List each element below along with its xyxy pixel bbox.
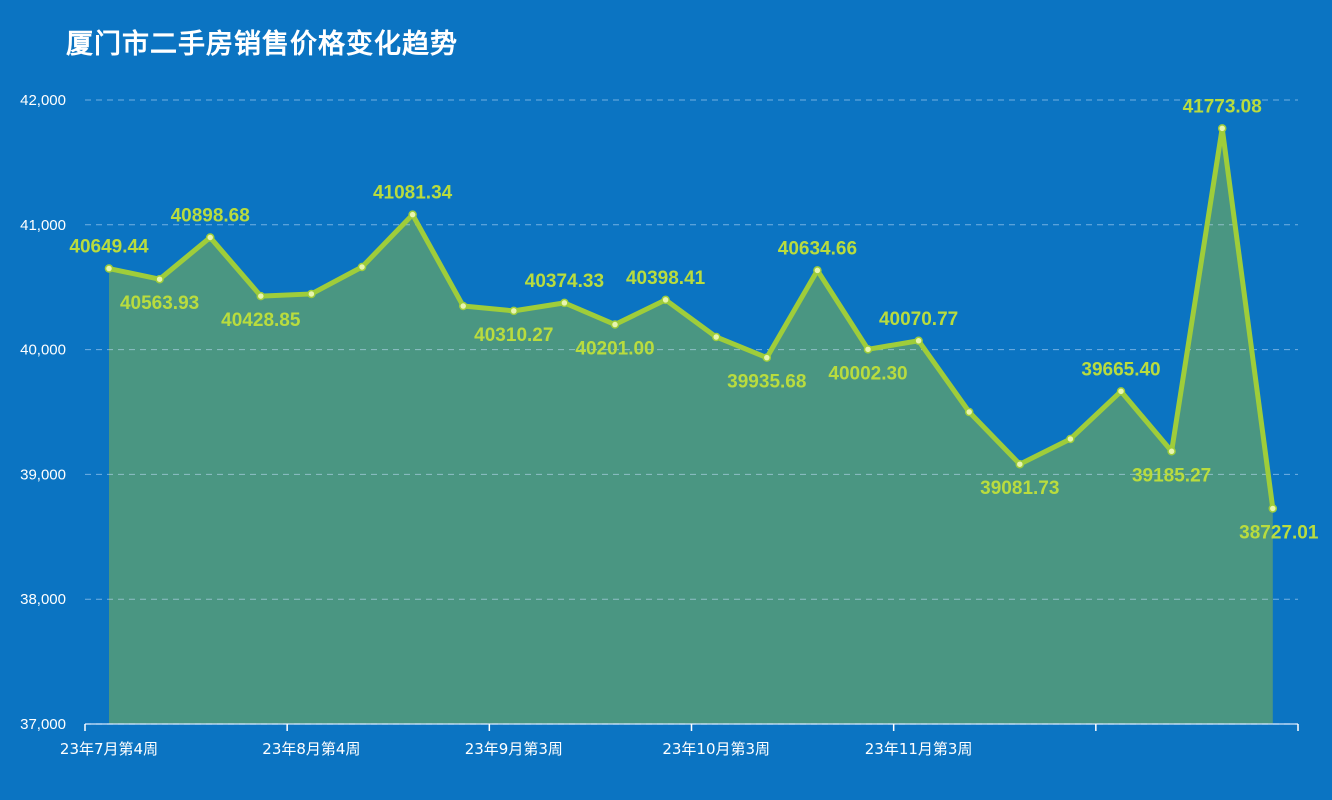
- y-tick-label: 38,000: [20, 591, 66, 608]
- y-tick-label: 37,000: [20, 716, 66, 733]
- data-point: [307, 289, 316, 299]
- data-point: [964, 407, 974, 417]
- data-label: 40002.30: [828, 363, 907, 384]
- data-label: 39185.27: [1132, 465, 1211, 486]
- data-point: [914, 336, 923, 346]
- x-tick-label: 23年9月第3周: [465, 740, 563, 758]
- data-point: [560, 298, 569, 308]
- area-fill: [109, 128, 1273, 725]
- data-label: 38727.01: [1239, 522, 1319, 543]
- data-label: 41081.34: [373, 183, 453, 204]
- data-label: 40898.68: [171, 205, 250, 226]
- data-label: 40070.77: [879, 309, 958, 330]
- y-tick-label: 40,000: [20, 342, 66, 359]
- data-label: 40634.66: [778, 238, 857, 259]
- data-point: [155, 274, 164, 284]
- data-label: 39081.73: [980, 478, 1059, 499]
- data-point: [509, 306, 519, 316]
- data-label: 40201.00: [575, 339, 654, 360]
- data-point: [1268, 504, 1278, 513]
- y-tick-label: 42,000: [20, 92, 66, 109]
- data-point: [104, 264, 114, 273]
- data-point: [1167, 447, 1176, 456]
- data-label: 39935.68: [727, 372, 806, 393]
- data-point: [1116, 387, 1126, 396]
- data-point: [408, 210, 417, 219]
- y-tick-label: 39,000: [20, 466, 66, 483]
- data-label: 39665.40: [1081, 359, 1160, 380]
- x-tick-label: 23年7月第4周: [60, 740, 158, 758]
- y-tick-label: 41,000: [20, 217, 66, 234]
- data-point: [610, 320, 620, 329]
- data-label: 40428.85: [221, 310, 301, 331]
- chart-title: 厦门市二手房销售价格变化趋势: [66, 29, 458, 60]
- data-point: [762, 353, 772, 362]
- series-line: [108, 125, 1276, 509]
- x-tick-label: 23年8月第4周: [262, 740, 360, 758]
- data-label: 41773.08: [1183, 96, 1262, 117]
- data-point: [661, 295, 670, 305]
- data-point: [458, 301, 468, 311]
- data-point: [205, 233, 215, 242]
- data-point: [1066, 434, 1075, 444]
- data-point: [813, 266, 822, 275]
- data-label: 40398.41: [626, 268, 706, 289]
- x-tick-label: 23年11月第3周: [865, 740, 973, 758]
- data-point: [711, 332, 721, 342]
- data-label: 40374.33: [525, 271, 604, 292]
- x-tick-label: 23年10月第3周: [662, 740, 770, 758]
- data-point: [1217, 124, 1227, 133]
- data-point: [1015, 459, 1025, 469]
- data-label: 40310.27: [474, 325, 553, 346]
- data-point: [863, 345, 873, 354]
- data-point: [256, 291, 266, 301]
- data-label: 40649.44: [69, 237, 149, 258]
- data-label: 40563.93: [120, 293, 199, 314]
- data-point: [357, 262, 367, 272]
